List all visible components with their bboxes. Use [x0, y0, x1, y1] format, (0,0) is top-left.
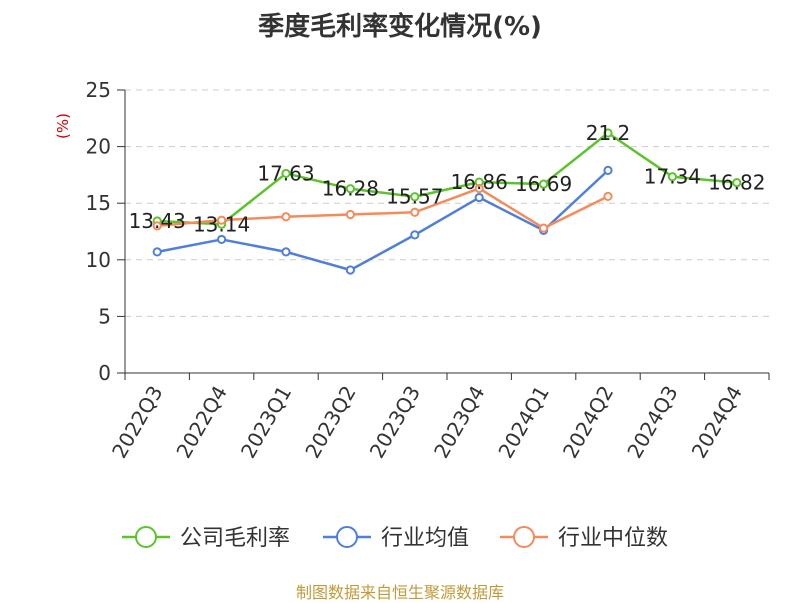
x-tick-label: 2024Q2 — [558, 382, 618, 463]
data-point[interactable] — [539, 223, 549, 233]
data-label: 16.69 — [515, 172, 572, 196]
legend-marker — [336, 526, 358, 548]
y-axis-label: (%) — [54, 113, 72, 139]
data-label: 21.2 — [586, 121, 631, 145]
x-tick-label: 2023Q1 — [236, 382, 296, 463]
data-label-layer: 13.43 13.14 17.63 16.28 15.57 16.86 16.69 21.2 1… — [129, 121, 766, 236]
data-label: 13.43 — [129, 209, 186, 233]
data-label: 16.82 — [708, 171, 765, 195]
grid-layer — [125, 89, 769, 317]
source-note: 制图数据来自恒生聚源数据库 — [295, 583, 504, 602]
y-tick-label: 20 — [86, 135, 111, 159]
data-point[interactable] — [474, 192, 484, 203]
legend-label: 公司毛利率 — [180, 526, 290, 551]
x-tick-label: 2023Q3 — [365, 382, 425, 463]
data-label: 17.63 — [257, 161, 314, 185]
company-series — [152, 128, 742, 229]
industry-median-series — [152, 183, 613, 233]
x-tick-label: 2024Q3 — [622, 382, 682, 463]
data-point[interactable] — [281, 247, 291, 257]
data-point[interactable] — [345, 184, 355, 194]
x-tick-label: 2024Q1 — [493, 382, 553, 463]
data-label: 15.57 — [386, 185, 443, 209]
data-point[interactable] — [603, 128, 613, 138]
data-point[interactable] — [152, 247, 162, 257]
data-point[interactable] — [732, 177, 742, 188]
data-point[interactable] — [603, 165, 613, 175]
data-point[interactable] — [345, 265, 355, 275]
x-tick-label: 2023Q4 — [429, 382, 489, 463]
legend-item-industry-avg[interactable]: 行业均值 — [323, 526, 469, 551]
data-point[interactable] — [474, 183, 484, 194]
data-point[interactable] — [539, 179, 549, 189]
series-line — [157, 187, 609, 230]
chart-title: 季度毛利率变化情况(%) — [258, 12, 542, 42]
data-point[interactable] — [410, 230, 420, 240]
legend-label: 行业均值 — [381, 526, 469, 551]
data-point[interactable] — [217, 234, 227, 245]
data-point[interactable] — [281, 212, 291, 222]
y-tick-label: 10 — [86, 248, 111, 272]
series-line — [157, 131, 737, 226]
legend-label: 行业中位数 — [558, 526, 668, 551]
data-point[interactable] — [410, 207, 420, 217]
series-line — [156, 169, 609, 272]
data-point[interactable] — [281, 168, 291, 179]
data-point[interactable] — [410, 192, 420, 202]
data-label: 16.86 — [451, 170, 508, 194]
y-tick-label: 15 — [86, 191, 111, 215]
legend[interactable]: 公司毛利率 行业均值 行业中位数 — [122, 526, 668, 551]
data-label: 17.34 — [644, 165, 701, 189]
legend-item-company[interactable]: 公司毛利率 — [122, 526, 290, 551]
y-tick-label: 25 — [86, 78, 111, 102]
series-layer — [152, 128, 742, 275]
y-tick-label: 0 — [98, 361, 111, 385]
x-tick-label: 2023Q2 — [300, 382, 360, 463]
y-tick-label: 5 — [98, 304, 111, 328]
data-point[interactable] — [152, 221, 162, 231]
data-label: 16.28 — [322, 177, 379, 201]
data-point[interactable] — [217, 215, 227, 225]
data-label: 13.14 — [193, 212, 250, 236]
x-tick-label: 2022Q3 — [107, 382, 167, 463]
legend-item-industry-median[interactable]: 行业中位数 — [500, 526, 668, 551]
data-point[interactable] — [603, 191, 613, 202]
x-tick-label: 2022Q4 — [171, 382, 231, 463]
x-tick-label: 2024Q4 — [687, 382, 747, 463]
data-point[interactable] — [667, 172, 678, 182]
data-point[interactable] — [345, 209, 355, 220]
legend-marker — [513, 526, 535, 548]
legend-marker — [135, 526, 157, 548]
